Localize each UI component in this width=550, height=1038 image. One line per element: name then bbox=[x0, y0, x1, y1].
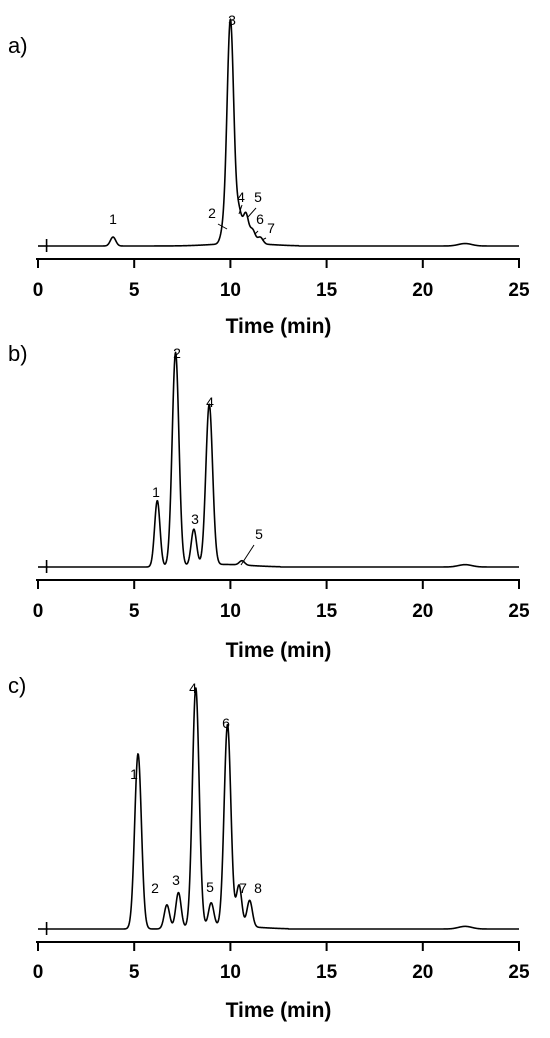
peak-leader-line bbox=[254, 230, 259, 235]
x-tick-label: 20 bbox=[412, 280, 433, 301]
x-tick-label: 0 bbox=[33, 962, 44, 983]
peak-leader-line bbox=[217, 223, 228, 230]
peak-leader-line bbox=[240, 544, 255, 566]
peak-label: 7 bbox=[239, 880, 247, 896]
peak-label: 3 bbox=[191, 511, 199, 527]
x-tick-label: 15 bbox=[316, 601, 338, 622]
chromatogram-trace bbox=[48, 18, 520, 247]
panel-label: b) bbox=[8, 341, 28, 366]
x-tick-label: 10 bbox=[220, 962, 241, 983]
peak-label: 8 bbox=[254, 880, 262, 896]
panel-label: a) bbox=[8, 33, 28, 58]
peak-label: 2 bbox=[151, 880, 159, 896]
x-axis-title: Time (min) bbox=[226, 639, 332, 662]
peak-label: 2 bbox=[173, 345, 181, 361]
x-tick-label: 25 bbox=[508, 280, 530, 301]
peak-label: 2 bbox=[208, 205, 216, 221]
panel-label: c) bbox=[8, 673, 26, 698]
peak-label: 3 bbox=[172, 872, 180, 888]
x-axis-title: Time (min) bbox=[226, 315, 332, 338]
peak-label: 1 bbox=[130, 766, 138, 782]
x-tick-label: 25 bbox=[508, 962, 530, 983]
peak-leader-line bbox=[261, 237, 267, 241]
peak-label: 5 bbox=[255, 526, 263, 542]
x-tick-label: 10 bbox=[220, 280, 241, 301]
x-tick-label: 5 bbox=[129, 280, 140, 301]
chromatogram-trace bbox=[48, 351, 520, 568]
x-tick-label: 5 bbox=[129, 962, 140, 983]
peak-leader-line bbox=[238, 204, 243, 215]
peak-label: 1 bbox=[152, 484, 160, 500]
chromatogram-panel-2: b) 0 5 10 15 20 25 Time (min) 1 2 3 4 5 bbox=[8, 341, 530, 662]
x-tick-label: 10 bbox=[220, 601, 241, 622]
peak-label: 6 bbox=[222, 715, 230, 731]
x-tick-label: 0 bbox=[33, 601, 44, 622]
x-tick-label: 5 bbox=[129, 601, 140, 622]
peak-label: 5 bbox=[206, 879, 214, 895]
peak-label: 5 bbox=[254, 189, 262, 205]
x-tick-label: 0 bbox=[33, 280, 44, 301]
peak-label: 7 bbox=[267, 220, 275, 236]
peak-label: 4 bbox=[189, 680, 197, 696]
x-tick-label: 20 bbox=[412, 962, 433, 983]
peak-label: 3 bbox=[228, 12, 236, 28]
x-tick-label: 25 bbox=[508, 601, 530, 622]
x-tick-label: 15 bbox=[316, 280, 338, 301]
x-axis-title: Time (min) bbox=[226, 999, 332, 1022]
peak-leader-line bbox=[247, 207, 257, 218]
peak-label: 1 bbox=[109, 211, 117, 227]
peak-label: 4 bbox=[206, 394, 214, 410]
x-tick-label: 15 bbox=[316, 962, 338, 983]
peak-label: 4 bbox=[237, 189, 245, 205]
peak-label: 6 bbox=[256, 211, 264, 227]
x-tick-label: 20 bbox=[412, 601, 433, 622]
chromatogram-trace bbox=[48, 687, 520, 930]
